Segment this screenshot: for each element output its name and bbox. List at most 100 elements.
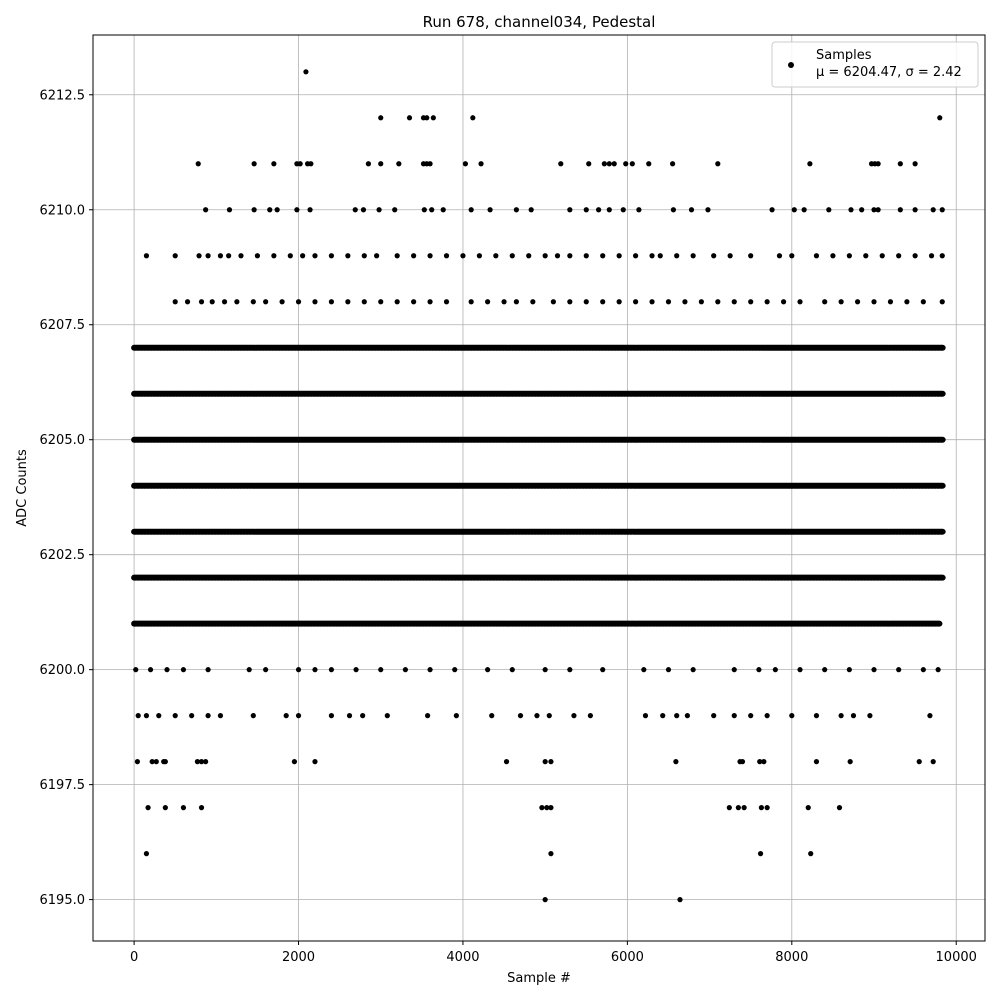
data-point bbox=[705, 207, 711, 213]
data-point bbox=[836, 805, 843, 811]
data-point bbox=[601, 161, 607, 167]
data-point bbox=[928, 253, 935, 259]
data-point bbox=[838, 299, 844, 305]
data-point bbox=[567, 207, 573, 213]
data-point bbox=[295, 299, 302, 305]
data-point bbox=[485, 667, 491, 673]
y-axis-label: ADC Counts bbox=[15, 449, 30, 527]
data-point bbox=[646, 161, 652, 167]
data-point bbox=[544, 805, 550, 811]
data-point bbox=[528, 207, 534, 213]
data-point bbox=[764, 805, 770, 811]
data-point bbox=[757, 759, 763, 765]
data-point bbox=[131, 345, 137, 351]
data-point bbox=[847, 759, 853, 765]
data-point bbox=[501, 299, 507, 305]
data-point bbox=[172, 253, 178, 259]
data-point bbox=[756, 667, 762, 673]
data-point bbox=[867, 713, 873, 719]
x-ticks: 0 2000 4000 6000 8000 10000 bbox=[130, 941, 977, 965]
data-point bbox=[345, 253, 351, 259]
data-point bbox=[312, 299, 318, 305]
data-point bbox=[361, 299, 367, 305]
data-point bbox=[616, 299, 622, 305]
data-point bbox=[153, 759, 159, 765]
data-point bbox=[789, 253, 795, 259]
data-point bbox=[234, 299, 240, 305]
data-point bbox=[424, 115, 430, 121]
data-point bbox=[772, 667, 778, 673]
data-point bbox=[143, 253, 150, 259]
data-point bbox=[859, 207, 865, 213]
data-point bbox=[548, 759, 554, 765]
data-point bbox=[748, 299, 754, 305]
data-point bbox=[764, 299, 770, 305]
data-point bbox=[940, 483, 946, 489]
data-point bbox=[365, 161, 372, 167]
data-point bbox=[460, 253, 466, 259]
data-point bbox=[846, 253, 852, 259]
data-point bbox=[378, 299, 384, 305]
data-point bbox=[131, 575, 137, 581]
data-point bbox=[406, 115, 413, 121]
data-point bbox=[250, 299, 256, 305]
data-point bbox=[297, 161, 303, 167]
data-point bbox=[670, 207, 677, 213]
data-point bbox=[808, 851, 814, 857]
data-point bbox=[156, 713, 162, 719]
data-point bbox=[312, 253, 318, 259]
data-points bbox=[131, 69, 947, 903]
data-point bbox=[912, 207, 918, 213]
data-point bbox=[149, 759, 155, 765]
data-point bbox=[209, 299, 215, 305]
data-point bbox=[550, 299, 556, 305]
data-point bbox=[300, 253, 306, 259]
legend-box bbox=[771, 41, 979, 88]
data-point bbox=[534, 713, 540, 719]
data-point bbox=[205, 667, 211, 673]
data-point bbox=[546, 713, 552, 719]
data-point bbox=[328, 299, 335, 305]
data-point bbox=[392, 207, 398, 213]
data-point bbox=[328, 667, 335, 673]
data-point bbox=[462, 161, 469, 167]
data-point bbox=[307, 207, 313, 213]
data-point bbox=[238, 253, 244, 259]
data-point bbox=[805, 805, 811, 811]
data-point bbox=[517, 713, 524, 719]
data-point bbox=[251, 207, 257, 213]
data-point bbox=[674, 253, 680, 259]
data-point bbox=[935, 667, 941, 673]
data-point bbox=[920, 299, 926, 305]
data-point bbox=[279, 299, 285, 305]
data-point bbox=[271, 253, 277, 259]
data-point bbox=[360, 713, 366, 719]
data-point bbox=[761, 759, 767, 765]
data-point bbox=[267, 207, 273, 213]
data-point bbox=[673, 759, 679, 765]
y-tick-label: 6197.5 bbox=[40, 778, 86, 793]
legend-stats-prefix: μ = 6204.47, bbox=[816, 65, 905, 80]
data-point bbox=[143, 713, 150, 719]
x-tick-label: 0 bbox=[130, 950, 138, 965]
data-point bbox=[476, 253, 482, 259]
data-point bbox=[443, 299, 450, 305]
data-point bbox=[611, 161, 617, 167]
data-point bbox=[294, 207, 300, 213]
data-point bbox=[940, 529, 946, 535]
data-point bbox=[813, 253, 820, 259]
data-point bbox=[312, 759, 318, 765]
data-point bbox=[879, 253, 885, 259]
data-point bbox=[147, 667, 154, 673]
data-point bbox=[669, 161, 676, 167]
data-point bbox=[616, 253, 622, 259]
data-point bbox=[674, 713, 680, 719]
data-point bbox=[567, 667, 573, 673]
data-point bbox=[452, 667, 458, 673]
data-point bbox=[429, 207, 435, 213]
data-point bbox=[583, 207, 589, 213]
data-point bbox=[912, 253, 918, 259]
data-point bbox=[863, 253, 869, 259]
data-point bbox=[875, 207, 881, 213]
